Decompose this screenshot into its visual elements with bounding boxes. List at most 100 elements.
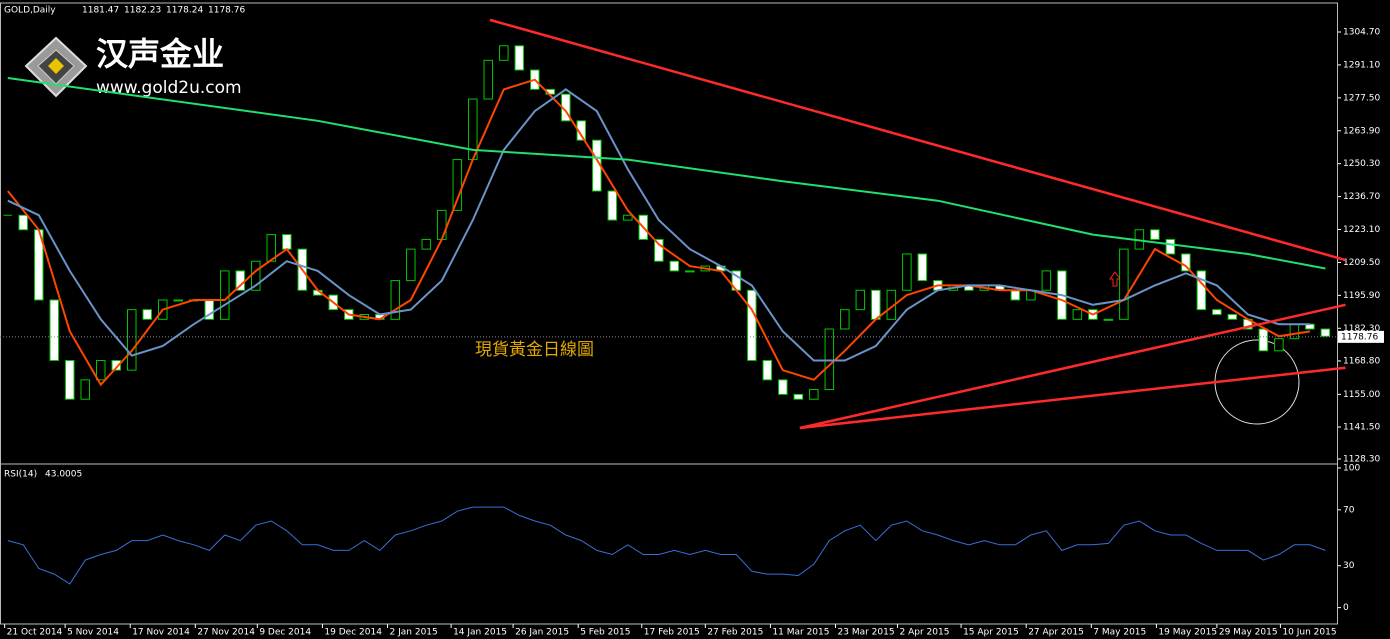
candle [871, 289, 881, 320]
candle [669, 260, 680, 272]
candle [824, 328, 835, 391]
candle [809, 389, 819, 400]
candle [855, 289, 866, 311]
candle [1320, 328, 1331, 337]
candle [437, 209, 447, 240]
candle [173, 299, 184, 302]
candle [406, 248, 416, 282]
candle [18, 214, 29, 231]
candle [220, 270, 230, 320]
annotation: 現貨黃金日線圖 [475, 340, 594, 360]
x-tick-label: 7 May 2015 [1093, 628, 1146, 638]
moving-average [7, 78, 1311, 387]
ohlc-value: 1178.24 [166, 6, 203, 16]
candle [1150, 229, 1160, 240]
x-tick-label: 10 Jun 2015 [1282, 628, 1336, 638]
y-tick-label: 1304.70 [1343, 27, 1380, 37]
candle [514, 45, 525, 71]
candle [80, 379, 91, 400]
x-tick-label: 15 Apr 2015 [963, 628, 1019, 638]
candle [1258, 328, 1269, 352]
candle [111, 359, 122, 371]
rsi-line [7, 506, 1326, 585]
x-tick-label: 19 May 2015 [1158, 628, 1217, 638]
candle [840, 309, 850, 330]
watermark-brand: 汉声金业 [96, 35, 224, 73]
candle [421, 238, 432, 250]
x-tick-label: 26 Jan 2015 [515, 628, 569, 638]
logo [24, 36, 88, 98]
x-tick-label: 27 Feb 2015 [707, 628, 763, 638]
panel-frame [0, 463, 1338, 625]
x-tick-label: 21 Oct 2014 [7, 628, 63, 638]
candle [1274, 338, 1284, 352]
rsi-title: RSI(14) [4, 470, 37, 480]
y-tick-label: 1263.90 [1343, 126, 1380, 136]
x-tick-label: 27 Apr 2015 [1028, 628, 1084, 638]
y-tick-label: 1128.30 [1343, 454, 1380, 464]
y-tick-label: 1250.30 [1343, 159, 1380, 169]
x-tick-label: 17 Feb 2015 [644, 628, 700, 638]
y-tick-label: 1277.50 [1343, 93, 1380, 103]
watermark-site: www.gold2u.com [96, 78, 242, 98]
candle [1010, 289, 1021, 301]
candle [607, 190, 618, 221]
x-tick-label: 29 May 2015 [1219, 628, 1278, 638]
x-tick-label: 23 Mar 2015 [838, 628, 895, 638]
x-tick-label: 2 Apr 2015 [900, 628, 950, 638]
rsi-last: 43.0005 [45, 470, 82, 480]
y-tick-label: 1168.80 [1343, 356, 1380, 366]
candle [126, 309, 137, 371]
y-tick-label: 1236.70 [1343, 192, 1380, 202]
candle [685, 270, 695, 273]
y-tick-label: 0 [1343, 603, 1349, 613]
ohlc-value: 1178.76 [208, 6, 245, 16]
candle [282, 234, 292, 250]
candle [778, 379, 788, 395]
candle [1196, 270, 1207, 311]
candle [1072, 309, 1083, 320]
candle [483, 59, 494, 100]
candle [1119, 248, 1129, 320]
ohlc-value: 1182.23 [124, 6, 161, 16]
moving-average [7, 77, 1326, 270]
candle [49, 299, 60, 361]
y-tick-label: 70 [1343, 505, 1355, 515]
candle [623, 214, 633, 221]
y-tick-label: 30 [1343, 561, 1355, 571]
price-label: 1178.76 [1341, 332, 1378, 342]
candle [902, 253, 912, 291]
symbol-title: GOLD,Daily [4, 6, 56, 16]
y-tick-label: 1182.30 [1343, 324, 1380, 334]
y-tick-label: 1141.50 [1343, 423, 1380, 433]
candle [762, 359, 773, 381]
x-tick-label: 17 Nov 2014 [132, 628, 190, 638]
y-tick-label: 1291.10 [1343, 60, 1380, 70]
candle [452, 159, 463, 211]
y-tick-label: 1195.90 [1343, 291, 1380, 301]
candle [1289, 323, 1300, 340]
candle [64, 359, 75, 400]
candle [390, 280, 401, 320]
candle [747, 289, 757, 361]
x-tick-label: 5 Nov 2014 [67, 628, 119, 638]
x-tick-label: 27 Nov 2014 [197, 628, 255, 638]
y-tick-label: 1209.50 [1343, 258, 1380, 268]
x-tick-label: 5 Feb 2015 [580, 628, 630, 638]
candle [1181, 253, 1191, 272]
y-tick-label: 1155.00 [1343, 390, 1380, 400]
x-tick-label: 11 Mar 2015 [772, 628, 829, 638]
y-tick-label: 1223.10 [1343, 225, 1380, 235]
candle [654, 238, 664, 262]
candle [1227, 313, 1238, 320]
candle [793, 393, 804, 400]
candle [917, 253, 928, 282]
moving-average [7, 88, 1310, 362]
x-tick-label: 19 Dec 2014 [324, 628, 382, 638]
candle [142, 309, 153, 320]
price-box [1338, 330, 1384, 343]
candle [1103, 318, 1114, 321]
candle [95, 359, 106, 381]
